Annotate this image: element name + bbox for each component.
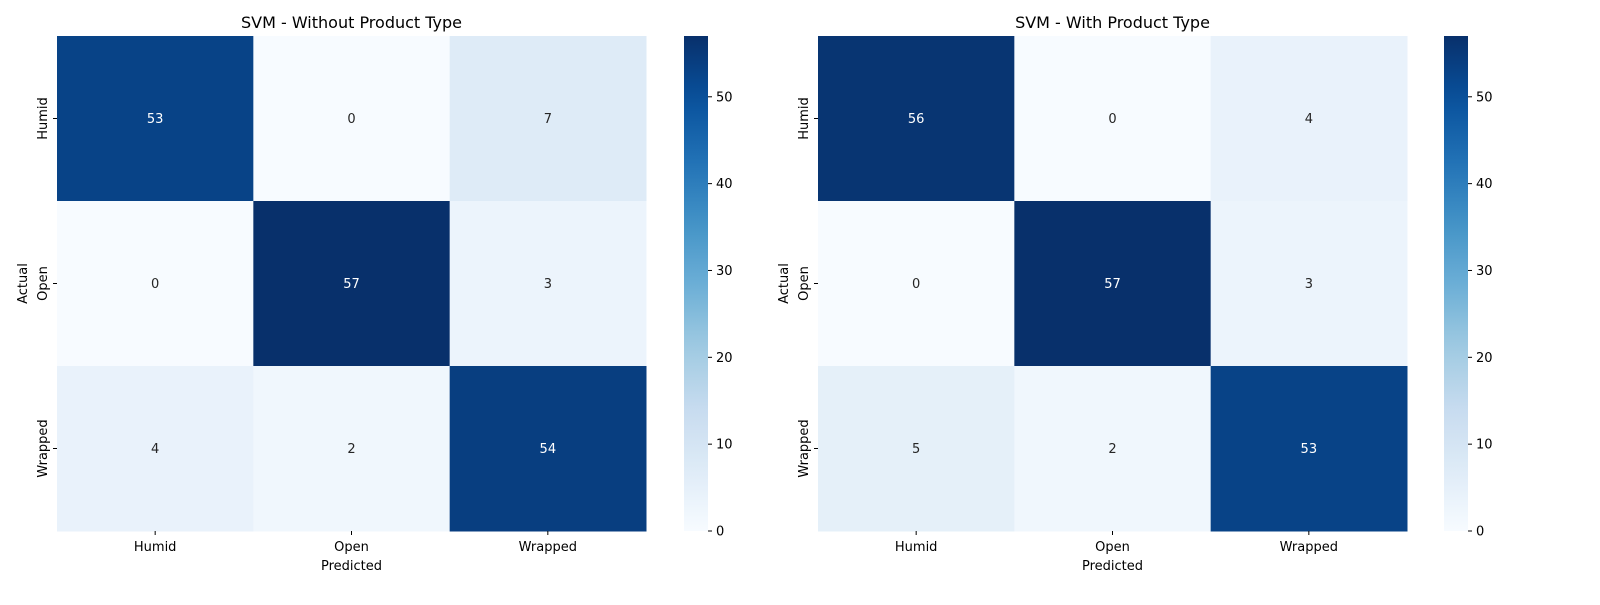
heatmap-cell xyxy=(1014,201,1212,367)
cell-value-label: 56 xyxy=(908,112,925,127)
colorbar xyxy=(684,36,708,531)
chart-title: SVM - With Product Type xyxy=(1015,13,1210,32)
colorbar-tick-label: 30 xyxy=(1476,264,1493,279)
x-tick-label: Wrapped xyxy=(1280,540,1338,555)
heatmap-cell xyxy=(449,36,647,202)
heatmap-cell xyxy=(1210,36,1408,202)
cell-value-label: 53 xyxy=(147,112,164,127)
cell-value-label: 2 xyxy=(347,442,355,457)
heatmap-cell xyxy=(57,36,254,202)
x-axis-label: Predicted xyxy=(321,559,382,574)
heatmap-cell xyxy=(1210,201,1408,367)
heatmap-cell xyxy=(253,366,451,532)
cell-value-label: 53 xyxy=(1301,442,1318,457)
y-tick-label: Wrapped xyxy=(797,419,812,477)
colorbar-tick-label: 0 xyxy=(1476,525,1484,540)
heatmap-cell xyxy=(253,36,451,202)
heatmap-cell xyxy=(449,366,647,532)
y-axis-label: Actual xyxy=(777,263,792,304)
cell-value-label: 3 xyxy=(1305,277,1313,292)
x-tick-label: Wrapped xyxy=(519,540,577,555)
y-axis-label: Actual xyxy=(16,263,31,304)
colorbar xyxy=(1444,36,1468,531)
x-tick-label: Open xyxy=(334,540,369,555)
cell-value-label: 7 xyxy=(544,112,552,127)
heatmap-cell xyxy=(1210,366,1408,532)
cell-value-label: 0 xyxy=(347,112,355,127)
heatmap-cell xyxy=(57,201,254,367)
colorbar-tick-label: 10 xyxy=(1476,438,1493,453)
heatmap-panel: 53 0 7 0 57 3 4 2 54 SVM - Without Product Type Hu… xyxy=(16,13,733,574)
y-tick-label: Humid xyxy=(36,97,51,140)
cell-value-label: 54 xyxy=(540,442,557,457)
colorbar-tick-label: 20 xyxy=(1476,351,1493,366)
x-axis-label: Predicted xyxy=(1082,559,1143,574)
heatmap-cell xyxy=(818,201,1015,367)
cell-value-label: 3 xyxy=(544,277,552,292)
x-tick-label: Humid xyxy=(134,540,177,555)
colorbar-tick-label: 40 xyxy=(1476,177,1493,192)
heatmap-cell xyxy=(449,201,647,367)
heatmap-cell xyxy=(818,36,1015,202)
y-tick-label: Open xyxy=(36,266,51,301)
colorbar-tick-label: 50 xyxy=(716,90,733,105)
colorbar-tick-label: 50 xyxy=(1476,90,1493,105)
colorbar-tick-label: 40 xyxy=(716,177,733,192)
cell-value-label: 4 xyxy=(1305,112,1313,127)
cell-value-label: 57 xyxy=(1104,277,1121,292)
cell-value-label: 0 xyxy=(1108,112,1116,127)
y-tick-label: Humid xyxy=(797,97,812,140)
colorbar-tick-label: 0 xyxy=(716,525,724,540)
colorbar-tick-label: 30 xyxy=(716,264,733,279)
heatmap-cell xyxy=(1014,366,1212,532)
colorbar-tick-label: 10 xyxy=(716,438,733,453)
colorbar-tick-label: 20 xyxy=(716,351,733,366)
heatmap-cell xyxy=(57,366,254,532)
cell-value-label: 2 xyxy=(1108,442,1116,457)
heatmap-cell xyxy=(253,201,451,367)
y-tick-label: Wrapped xyxy=(36,419,51,477)
cell-value-label: 5 xyxy=(912,442,920,457)
cell-value-label: 0 xyxy=(912,277,920,292)
cell-value-label: 57 xyxy=(343,277,360,292)
y-tick-label: Open xyxy=(797,266,812,301)
cell-value-label: 0 xyxy=(151,277,159,292)
heatmap-cell xyxy=(818,366,1015,532)
chart-title: SVM - Without Product Type xyxy=(241,13,462,32)
x-tick-label: Humid xyxy=(895,540,938,555)
x-tick-label: Open xyxy=(1095,540,1130,555)
heatmap-cell xyxy=(1014,36,1212,202)
cell-value-label: 4 xyxy=(151,442,159,457)
